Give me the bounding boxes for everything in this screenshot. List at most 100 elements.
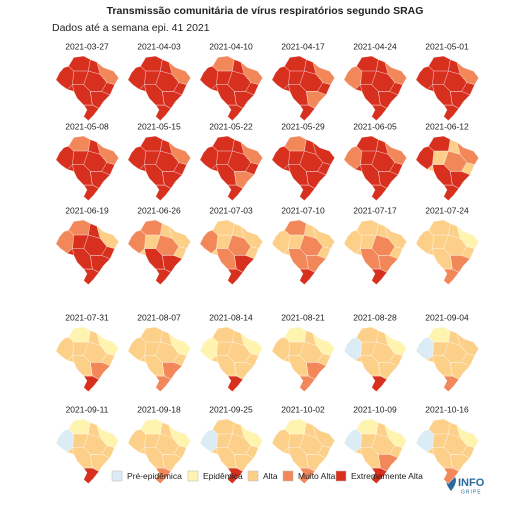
state xyxy=(83,268,100,285)
state xyxy=(428,55,451,72)
state xyxy=(199,66,219,90)
state xyxy=(371,104,388,121)
state xyxy=(415,230,435,254)
panel-date: 2021-04-24 xyxy=(353,41,397,51)
legend-swatch xyxy=(111,470,123,482)
state xyxy=(299,375,316,392)
panel-date: 2021-05-08 xyxy=(65,121,109,131)
panel-date: 2021-04-03 xyxy=(137,41,181,51)
logo-main: INFO xyxy=(458,477,485,489)
state xyxy=(155,184,172,201)
state xyxy=(127,337,147,361)
panel-date: 2021-10-16 xyxy=(425,404,469,414)
state xyxy=(144,84,165,106)
state xyxy=(356,418,379,435)
state xyxy=(288,355,309,377)
state xyxy=(140,418,163,435)
map xyxy=(415,135,479,201)
state xyxy=(216,447,237,469)
state xyxy=(55,429,75,453)
map xyxy=(271,418,335,484)
state xyxy=(212,418,235,435)
state xyxy=(199,429,219,453)
state xyxy=(360,355,381,377)
map xyxy=(127,418,191,484)
state xyxy=(432,84,453,106)
map xyxy=(271,326,335,392)
map xyxy=(343,326,407,392)
map xyxy=(127,219,191,285)
state xyxy=(360,447,381,469)
state xyxy=(155,467,172,484)
legend-label: Epidêmica xyxy=(203,471,243,481)
state xyxy=(356,55,379,72)
panel-date: 2021-07-10 xyxy=(281,205,325,215)
state xyxy=(356,135,379,152)
state xyxy=(284,418,307,435)
panel-date: 2021-08-14 xyxy=(209,312,253,322)
panel-date: 2021-07-03 xyxy=(209,205,253,215)
state xyxy=(299,467,316,484)
state xyxy=(72,447,93,469)
panel-date: 2021-07-24 xyxy=(425,205,469,215)
map xyxy=(343,219,407,285)
state xyxy=(432,248,453,270)
map xyxy=(199,326,263,392)
panel-date: 2021-05-29 xyxy=(281,121,325,131)
state xyxy=(343,146,363,170)
state xyxy=(55,230,75,254)
state xyxy=(428,418,451,435)
map xyxy=(271,135,335,201)
state xyxy=(288,248,309,270)
state xyxy=(415,337,435,361)
panel-date: 2021-04-10 xyxy=(209,41,253,51)
state xyxy=(68,326,91,343)
map xyxy=(127,55,191,121)
state xyxy=(155,268,172,285)
state xyxy=(155,375,172,392)
legend-label: Extremamente Alta xyxy=(351,471,423,481)
map xyxy=(127,326,191,392)
state xyxy=(127,230,147,254)
state xyxy=(432,355,453,377)
state xyxy=(288,164,309,186)
map xyxy=(199,418,263,484)
state xyxy=(212,326,235,343)
state xyxy=(271,146,291,170)
map xyxy=(55,418,119,484)
map xyxy=(55,219,119,285)
state xyxy=(360,84,381,106)
state xyxy=(144,447,165,469)
state xyxy=(428,135,451,152)
panel-date: 2021-07-31 xyxy=(65,312,109,322)
state xyxy=(72,248,93,270)
state xyxy=(127,66,147,90)
panel-date: 2021-03-27 xyxy=(65,41,109,51)
state xyxy=(299,184,316,201)
title: Transmissão comunitária de vírus respira… xyxy=(107,5,424,17)
state xyxy=(127,429,147,453)
legend-swatch xyxy=(187,470,199,482)
state xyxy=(360,248,381,270)
state xyxy=(356,219,379,236)
state xyxy=(68,55,91,72)
legend-label: Alta xyxy=(263,471,278,481)
state xyxy=(83,184,100,201)
state xyxy=(127,146,147,170)
legend-swatch xyxy=(282,470,294,482)
panel-date: 2021-09-18 xyxy=(137,404,181,414)
panel-date: 2021-06-26 xyxy=(137,205,181,215)
panel-date: 2021-09-11 xyxy=(66,404,109,414)
map xyxy=(343,135,407,201)
state xyxy=(443,184,460,201)
state xyxy=(428,326,451,343)
map xyxy=(127,135,191,201)
state xyxy=(299,104,316,121)
map xyxy=(415,219,479,285)
map xyxy=(415,326,479,392)
state xyxy=(284,326,307,343)
state xyxy=(371,184,388,201)
state xyxy=(72,355,93,377)
state xyxy=(68,219,91,236)
